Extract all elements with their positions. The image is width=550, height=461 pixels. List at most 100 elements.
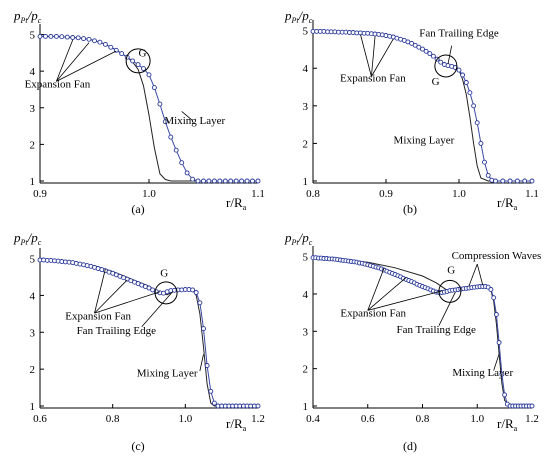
data-point [493,312,499,317]
data-point [420,46,425,52]
data-point [491,295,497,301]
y-axis-label: pPt/pc [284,230,313,247]
annotation-label: G [447,264,455,276]
annotation-label: Fan Trailing Edge [396,324,476,336]
data-point [37,33,43,39]
annotation-label: G [432,76,440,88]
data-point [255,403,261,409]
annotation-leader [360,34,372,77]
x-tick-label: 1.0 [470,413,484,425]
data-point [233,178,239,184]
data-point [467,90,473,96]
data-point [482,159,487,165]
annotation-label: Expansion Fan [65,310,131,322]
annotation-label: Mixing Layer [164,115,225,127]
data-point [141,66,146,72]
annotation-label: Expansion Fan [340,307,406,319]
data-point [130,58,136,64]
annotation-leader [94,279,128,314]
y-tick-label: 4 [30,66,36,78]
data-point [184,170,190,176]
point-g-circle [125,48,151,74]
data-point [119,51,125,57]
series-line-markers [313,30,532,182]
data-point [173,147,179,153]
annotation-leader [367,277,407,311]
annotation-label: G [160,267,168,279]
annotation-leader [56,42,90,82]
point-g-circle [154,281,178,305]
data-point [43,33,48,39]
x-axis-label: r/Ra [497,195,518,212]
data-point [162,119,168,125]
data-point [427,51,433,57]
x-axis-label: r/Ra [497,416,518,433]
data-point [208,388,214,394]
data-point [499,371,505,377]
data-point [228,178,234,184]
data-point [102,41,108,47]
data-point [463,80,469,85]
data-point [430,53,436,59]
x-tick-label: 0.6 [33,413,47,425]
data-point [146,72,152,78]
data-point [529,403,535,409]
data-point [488,287,494,292]
x-tick-label: 1.0 [178,413,192,425]
data-point [522,178,528,184]
data-point [416,44,422,50]
y-tick-label: 2 [303,364,309,376]
annotation-label: Mixing Layer [452,367,513,379]
y-tick-label: 3 [303,326,309,338]
y-tick-label: 2 [303,138,309,150]
data-point [179,160,185,166]
data-point [409,40,415,46]
x-tick-label: 0.4 [306,413,320,425]
data-point [478,140,484,146]
chart-panel-b: 1 2 3 4 5 0.8 0.9 1.0 1.1 pPt/pc r/Ra (b) Fan Traili… [284,8,539,216]
annotation-leader [493,353,500,371]
data-point [48,33,54,39]
data-point [204,363,210,368]
panel-label: (d) [403,439,417,453]
data-point [190,176,196,182]
data-point [157,101,163,107]
x-tick-label: 1.1 [525,188,539,200]
y-axis-label: pPt/pc [13,230,42,247]
data-point [190,287,196,293]
x-tick-label: 0.6 [361,413,375,425]
data-point [206,178,212,184]
x-tick-label: 1.0 [452,188,466,200]
y-tick-label: 1 [30,176,36,188]
annotation-leader [447,45,453,64]
data-point [108,44,114,50]
annotation-leader [476,263,484,286]
point-g-circle [434,54,458,78]
x-tick-label: 1.0 [142,188,156,200]
data-point [92,38,97,44]
data-point [471,103,477,109]
annotation-label: G [138,48,146,60]
data-point [86,36,92,42]
chart-panel-a: 1 2 3 4 5 0.9 1.0 1.1 pPt/pc r/Ra (a) Expansion Fan… [13,8,265,216]
annotation-label: Fan Trailing Edge [419,27,499,39]
y-tick-label: 2 [30,139,36,151]
data-point [211,178,217,184]
data-point [500,178,506,184]
y-tick-label: 3 [303,101,309,113]
panel-label: (c) [131,439,144,453]
y-tick-label: 4 [303,63,309,75]
y-tick-label: 5 [303,26,309,38]
y-tick-label: 5 [303,252,309,264]
data-point [244,178,250,184]
x-tick-label: 0.8 [416,413,430,425]
data-point [474,120,480,126]
x-tick-label: 0.8 [306,188,320,200]
x-tick-label: 0.9 [33,188,47,200]
annotation-leader [141,291,173,328]
y-tick-label: 4 [303,289,309,301]
y-tick-label: 5 [30,30,36,42]
data-point [197,300,203,306]
data-point [496,340,502,345]
